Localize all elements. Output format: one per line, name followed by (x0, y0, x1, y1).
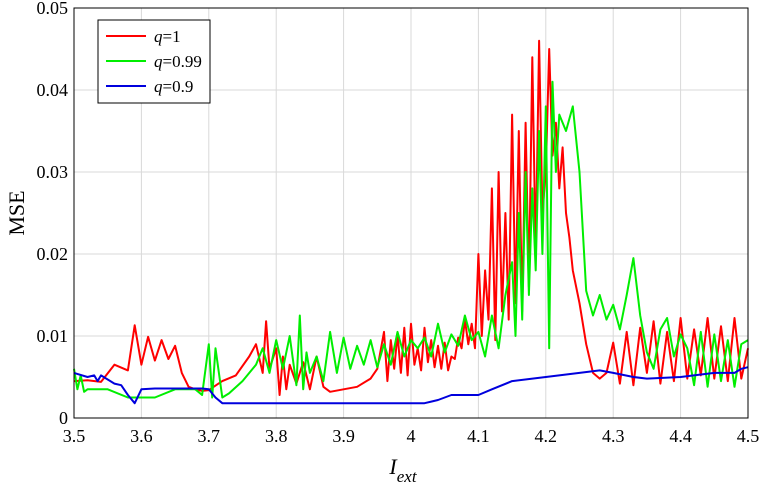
y-tick-label: 0.04 (37, 80, 69, 100)
series-line-2 (73, 80, 749, 399)
legend-label-value: =1 (163, 27, 181, 46)
x-tick-label: 3.7 (198, 426, 221, 446)
x-axis-label: Iext (388, 454, 417, 486)
x-tick-label: 3.5 (63, 426, 86, 446)
y-tick-labels: 0 0.01 0.02 0.03 0.04 0.05 (37, 0, 69, 428)
legend-label-value: =0.9 (163, 77, 194, 96)
legend-label-2: q=0.99 (154, 52, 202, 71)
x-tick-label: 3.8 (265, 426, 288, 446)
y-tick-label: 0.01 (37, 326, 69, 346)
x-tick-label: 4.5 (737, 426, 760, 446)
x-axis-label-main: I (388, 454, 398, 479)
series-line-1 (73, 39, 749, 396)
x-tick-label: 4.3 (602, 426, 625, 446)
x-tick-label: 4 (407, 426, 416, 446)
x-tick-label: 3.6 (130, 426, 153, 446)
x-axis-label-sub: ext (397, 467, 418, 486)
legend-label-var: q (154, 27, 163, 46)
legend-label-value: =0.99 (163, 52, 202, 71)
legend-label-1: q=1 (154, 27, 181, 46)
y-tick-label: 0.03 (37, 162, 69, 182)
series-lines (73, 39, 749, 405)
x-tick-label: 4.1 (467, 426, 490, 446)
x-tick-labels: 3.5 3.6 3.7 3.8 3.9 4 4.1 4.2 4.3 4.4 4.5 (63, 426, 760, 446)
y-tick-label: 0.02 (37, 244, 69, 264)
x-tick-label: 3.9 (332, 426, 355, 446)
y-axis-label: MSE (4, 190, 29, 235)
legend-label-var: q (154, 52, 163, 71)
y-tick-label: 0 (59, 408, 68, 428)
y-tick-label: 0.05 (37, 0, 69, 18)
x-tick-label: 4.2 (535, 426, 558, 446)
series-line-3 (73, 366, 749, 405)
legend-label-3: q=0.9 (154, 77, 193, 96)
legend: q=1q=0.99q=0.9 (97, 19, 211, 104)
legend-label-var: q (154, 77, 163, 96)
x-tick-label: 4.4 (669, 426, 692, 446)
plot-frame (73, 7, 749, 419)
